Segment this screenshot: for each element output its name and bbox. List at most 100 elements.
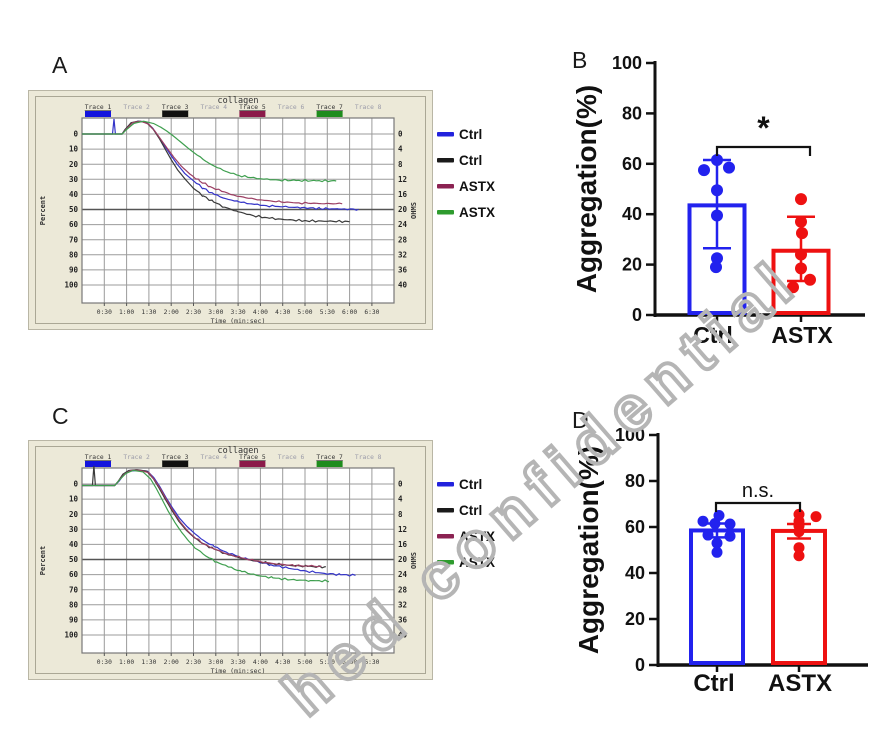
right-axis-label: OHMS bbox=[410, 202, 418, 219]
significance-bracket bbox=[714, 501, 802, 512]
left-tick-label: 50 bbox=[69, 205, 79, 214]
legend-label: Ctrl bbox=[459, 477, 482, 492]
legend-label: Ctrl bbox=[459, 503, 482, 518]
x-tick-label: 4:30 bbox=[275, 309, 290, 316]
trace-button-label: Trace 1 bbox=[85, 104, 112, 111]
trace-color-swatch bbox=[316, 461, 343, 467]
bar-chart-panel-d: 0 20 40 60 80 100 Aggregation(%) Ctrl ASTX n.s. bbox=[573, 425, 868, 697]
right-tick-label: 40 bbox=[398, 631, 408, 640]
left-axis-label: Percent bbox=[39, 546, 47, 576]
trace-button-label: Trace 2 bbox=[123, 104, 150, 111]
trace-color-swatch bbox=[239, 461, 266, 467]
left-tick-label: 40 bbox=[69, 190, 79, 199]
aggregometer-panel-c: collagen Trace 1 Trace 2 Trace 3 Trace 4 Trac… bbox=[28, 440, 495, 680]
trace-button-label: Trace 3 bbox=[162, 104, 189, 111]
trace-button-label: Trace 6 bbox=[278, 104, 305, 111]
left-tick-label: 50 bbox=[69, 555, 79, 564]
category-label: ASTX bbox=[768, 670, 832, 697]
left-tick-label: 0 bbox=[73, 130, 78, 139]
trace-curve-astx-3 bbox=[82, 120, 337, 183]
y-tick-label: 60 bbox=[625, 517, 645, 537]
y-axis-title: Aggregation(%) bbox=[573, 446, 604, 654]
data-point bbox=[810, 511, 822, 523]
left-tick-label: 60 bbox=[69, 570, 79, 579]
y-tick-label: 0 bbox=[635, 655, 645, 675]
left-axis-label: Percent bbox=[39, 196, 47, 226]
legend-swatch bbox=[437, 482, 454, 487]
trace-curve-ctrl-1 bbox=[82, 120, 350, 224]
right-tick-label: 28 bbox=[398, 585, 408, 594]
x-tick-label: 6:30 bbox=[364, 309, 379, 316]
x-tick-label: 1:30 bbox=[141, 309, 156, 316]
data-point bbox=[711, 252, 723, 265]
x-tick-label: 5:00 bbox=[297, 309, 312, 316]
legend-swatch bbox=[437, 534, 454, 539]
data-point bbox=[795, 193, 807, 206]
right-tick-label: 0 bbox=[398, 480, 403, 489]
significance-label: * bbox=[757, 110, 770, 146]
x-tick-label: 2:00 bbox=[164, 309, 179, 316]
panel-label-b: B bbox=[572, 47, 588, 73]
category-label: Ctrl bbox=[693, 322, 733, 348]
right-tick-label: 20 bbox=[398, 205, 408, 214]
left-tick-label: 20 bbox=[69, 160, 79, 169]
x-tick-label: 6:00 bbox=[342, 309, 357, 316]
right-tick-label: 28 bbox=[398, 235, 408, 244]
trace-color-swatch bbox=[316, 111, 343, 117]
right-tick-label: 12 bbox=[398, 525, 407, 534]
trace-color-swatch bbox=[162, 111, 189, 117]
legend-swatch bbox=[437, 184, 454, 189]
data-point bbox=[697, 515, 709, 527]
left-tick-label: 10 bbox=[69, 495, 79, 504]
y-tick-label: 20 bbox=[622, 255, 642, 275]
right-tick-label: 12 bbox=[398, 175, 407, 184]
x-tick-label: 5:30 bbox=[320, 659, 335, 666]
right-tick-label: 36 bbox=[398, 266, 408, 275]
trace-title: collagen bbox=[218, 446, 259, 456]
y-tick-label: 80 bbox=[622, 103, 642, 123]
right-tick-label: 16 bbox=[398, 540, 408, 549]
trace-button-label: Trace 5 bbox=[239, 104, 266, 111]
aggregometer-panel-a: collagen Trace 1 Trace 2 Trace 3 Trace 4 Trac… bbox=[28, 90, 495, 330]
bar-chart-panel-b: 0 20 40 60 80 100 Aggregation(%) Ctrl ASTX * bbox=[571, 53, 865, 348]
legend-label: ASTX bbox=[459, 529, 495, 544]
y-tick-label: 80 bbox=[625, 471, 645, 491]
trace-button-label: Trace 2 bbox=[123, 454, 150, 461]
legend-swatch bbox=[437, 158, 454, 163]
trace-button-label: Trace 1 bbox=[85, 454, 112, 461]
legend-swatch bbox=[437, 508, 454, 513]
y-tick-label: 100 bbox=[615, 425, 645, 445]
x-tick-label: 3:00 bbox=[208, 659, 223, 666]
trace-color-swatch bbox=[85, 111, 111, 117]
x-tick-label: 2:30 bbox=[186, 659, 201, 666]
x-tick-label: 4:30 bbox=[275, 659, 290, 666]
y-axis-title: Aggregation(%) bbox=[571, 85, 602, 293]
trace-title: collagen bbox=[218, 96, 259, 106]
panel-label-a: A bbox=[52, 52, 68, 78]
left-tick-label: 80 bbox=[69, 600, 79, 609]
data-point bbox=[793, 542, 805, 554]
left-tick-label: 100 bbox=[64, 281, 78, 290]
significance-bracket bbox=[715, 145, 812, 156]
right-tick-label: 20 bbox=[398, 555, 408, 564]
left-tick-label: 90 bbox=[69, 266, 79, 275]
x-tick-label: 2:30 bbox=[186, 309, 201, 316]
category-label: ASTX bbox=[771, 322, 833, 348]
data-point bbox=[795, 248, 807, 261]
left-tick-label: 30 bbox=[69, 175, 79, 184]
panel-label-c: C bbox=[52, 403, 69, 429]
trace-button-label: Trace 6 bbox=[278, 454, 305, 461]
data-point bbox=[795, 215, 807, 228]
trace-button-label: Trace 4 bbox=[201, 454, 228, 461]
left-tick-label: 0 bbox=[73, 480, 78, 489]
y-tick-label: 40 bbox=[622, 204, 642, 224]
left-tick-label: 70 bbox=[69, 585, 79, 594]
left-tick-label: 30 bbox=[69, 525, 79, 534]
data-point bbox=[724, 530, 736, 542]
right-tick-label: 4 bbox=[398, 145, 403, 154]
legend-label: ASTX bbox=[459, 555, 495, 570]
x-tick-label: 5:00 bbox=[297, 659, 312, 666]
legend-swatch bbox=[437, 210, 454, 215]
trace-color-swatch bbox=[162, 461, 189, 467]
